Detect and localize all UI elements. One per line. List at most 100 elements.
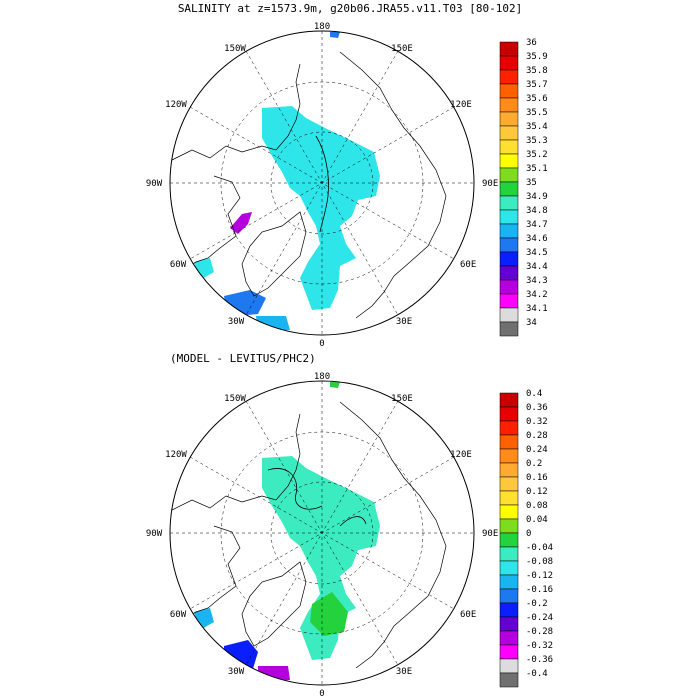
- colorbar-tick-label: 35.9: [526, 52, 548, 62]
- figure-subtitle: (MODEL - LEVITUS/PHC2): [170, 352, 316, 365]
- colorbar-swatch: [499, 139, 519, 155]
- colorbar-swatch: [499, 588, 519, 604]
- colorbar-swatch: [499, 504, 519, 520]
- colorbar-swatch: [499, 209, 519, 225]
- arctic-basin-diff-field: [262, 456, 380, 660]
- colorbar-tick-label: 34.9: [526, 192, 548, 202]
- figure-title: SALINITY at z=1573.9m, g20b06.JRA55.v11.…: [178, 2, 522, 15]
- colorbar-tick-label: 0: [526, 529, 531, 539]
- baffin-bay-field: [230, 212, 252, 234]
- colorbar-swatch: [499, 237, 519, 253]
- colorbar-swatch: [499, 406, 519, 422]
- colorbar-tick-label: 0.08: [526, 501, 548, 511]
- colorbar-swatch: [499, 279, 519, 295]
- eurasia-coast: [339, 51, 447, 319]
- colorbar-tick-label: -0.32: [526, 641, 553, 651]
- colorbar-swatch: [499, 265, 519, 281]
- colorbar-tick-label: 35.4: [526, 122, 548, 132]
- colorbar-tick-label: 35.8: [526, 66, 548, 76]
- greenland-sea-diff-field: [310, 592, 348, 636]
- colorbar-swatch: [499, 476, 519, 492]
- colorbar-swatch: [499, 434, 519, 450]
- colorbar-tick-label: 0.4: [526, 389, 542, 399]
- colorbar-swatch: [499, 630, 519, 646]
- colorbar-swatch: [499, 518, 519, 534]
- greenland-coast: [241, 561, 307, 647]
- colorbar-tick-label: 35.5: [526, 108, 548, 118]
- lon-label-120e: 120E: [450, 100, 472, 110]
- north-america-coast: [171, 63, 301, 271]
- colorbar-tick-label: 0.04: [526, 515, 548, 525]
- lon-label-150e: 150E: [391, 394, 413, 404]
- colorbar-tick-label: 0.2: [526, 459, 542, 469]
- diff-contour: [267, 468, 367, 527]
- colorbar-swatch: [499, 644, 519, 660]
- colorbar-tick-label: 36: [526, 38, 537, 48]
- colorbar-swatch: [499, 658, 519, 674]
- north-america-coast: [171, 413, 301, 621]
- lon-label-60w: 60W: [170, 260, 187, 270]
- lon-label-150w: 150W: [224, 44, 246, 54]
- lon-label-30w: 30W: [228, 667, 245, 677]
- colorbar-swatch: [499, 307, 519, 323]
- lon-label-90w: 90W: [146, 529, 163, 539]
- bering-diff-field: [330, 382, 340, 388]
- colorbar-swatch: [499, 560, 519, 576]
- colorbar-swatch: [499, 55, 519, 71]
- lon-label-90e: 90E: [482, 529, 498, 539]
- lon-label-60e: 60E: [460, 610, 476, 620]
- colorbar-swatch: [499, 223, 519, 239]
- colorbar-tick-label: 0.28: [526, 431, 548, 441]
- colorbar-tick-label: -0.04: [526, 543, 553, 553]
- colorbar-swatch: [499, 616, 519, 632]
- atlantic-diff-field-2: [258, 666, 290, 682]
- colorbar-swatch: [499, 490, 519, 506]
- lon-label-90w: 90W: [146, 179, 163, 189]
- colorbar-swatch: [499, 321, 519, 337]
- lon-label-150e: 150E: [391, 44, 413, 54]
- colorbar-swatch: [499, 153, 519, 169]
- atlantic-field-2: [256, 316, 290, 332]
- colorbar-tick-label: 34: [526, 318, 537, 328]
- colorbar-tick-label: 35: [526, 178, 537, 188]
- lon-label-30e: 30E: [396, 667, 412, 677]
- greenland-coast: [241, 211, 307, 297]
- colorbar-tick-label: 34.5: [526, 248, 548, 258]
- colorbar-tick-label: -0.08: [526, 557, 553, 567]
- difference-colorbar: 0.4 0.36 0.32 0.28 0.24 0.2 0.16 0.12 0.08 0.04 0 -…: [499, 389, 553, 688]
- arctic-basin-field: [262, 106, 380, 310]
- lon-label-30e: 30E: [396, 317, 412, 327]
- colorbar-tick-label: -0.24: [526, 613, 553, 623]
- lon-label-90e: 90E: [482, 179, 498, 189]
- colorbar-swatch: [499, 420, 519, 436]
- colorbar-tick-label: -0.16: [526, 585, 553, 595]
- colorbar-swatch: [499, 293, 519, 309]
- colorbar-swatch: [499, 546, 519, 562]
- colorbar-swatch: [499, 125, 519, 141]
- colorbar-tick-label: -0.12: [526, 571, 553, 581]
- colorbar-tick-label: 35.6: [526, 94, 548, 104]
- colorbar-tick-label: -0.36: [526, 655, 553, 665]
- colorbar-swatch: [499, 111, 519, 127]
- colorbar-tick-label: -0.2: [526, 599, 548, 609]
- colorbar-tick-label: 34.4: [526, 262, 548, 272]
- lon-label-150w: 150W: [224, 394, 246, 404]
- colorbar-swatch: [499, 41, 519, 57]
- colorbar-swatch: [499, 251, 519, 267]
- colorbar-tick-label: -0.28: [526, 627, 553, 637]
- bering-field: [330, 32, 340, 38]
- colorbar-swatch: [499, 672, 519, 688]
- eurasia-coast: [339, 401, 447, 669]
- salinity-colorbar: 36 35.9 35.8 35.7 35.6 35.5 35.4 35.3 35.2 35.1 35…: [499, 38, 548, 337]
- colorbar-tick-label: 34.3: [526, 276, 548, 286]
- colorbar-swatch: [499, 392, 519, 408]
- colorbar-tick-label: 0.24: [526, 445, 548, 455]
- lon-label-180: 180: [314, 372, 330, 382]
- lon-label-120e: 120E: [450, 450, 472, 460]
- colorbar-swatch: [499, 83, 519, 99]
- colorbar-tick-label: 0.16: [526, 473, 548, 483]
- colorbar-swatch: [499, 167, 519, 183]
- colorbar-swatch: [499, 69, 519, 85]
- colorbar-tick-label: 34.2: [526, 290, 548, 300]
- colorbar-tick-label: 0.36: [526, 403, 548, 413]
